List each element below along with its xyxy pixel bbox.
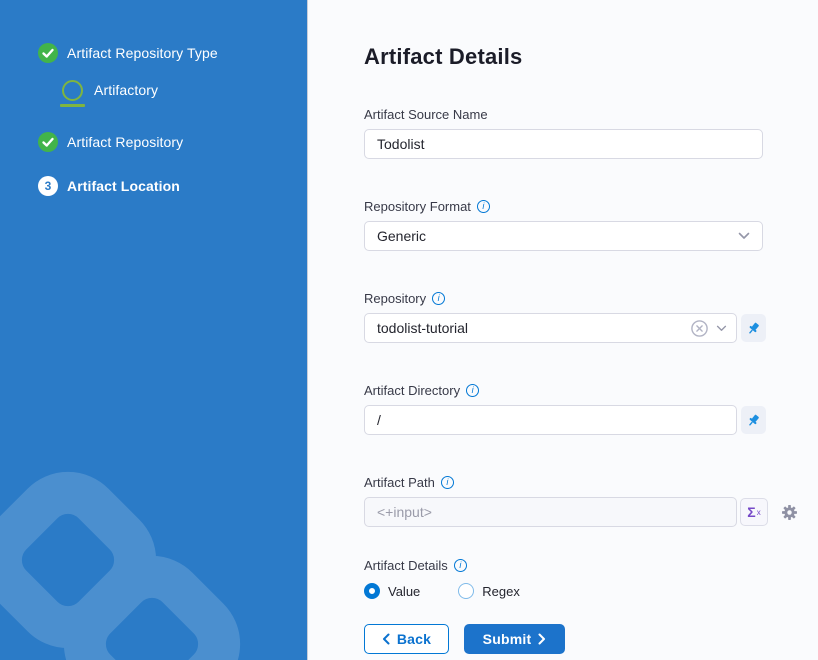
info-icon[interactable]: i (476, 200, 490, 213)
repository-input[interactable] (364, 313, 737, 343)
sidebar-step-artifact-repository-type[interactable]: Artifact Repository Type (38, 43, 218, 63)
field-repository: Repository i (364, 291, 818, 343)
info-icon[interactable]: i (466, 384, 480, 397)
field-label: Artifact Source Name (364, 107, 818, 122)
wizard-sidebar: Artifact Repository Type Artifactory Art… (0, 0, 308, 660)
settings-gear-button[interactable] (781, 504, 798, 521)
chevron-right-icon (538, 633, 546, 645)
info-icon[interactable]: i (432, 292, 446, 305)
artifact-path-input[interactable] (364, 497, 737, 527)
field-label: Artifact Path i (364, 475, 818, 490)
info-icon[interactable]: i (440, 476, 454, 489)
field-artifact-path: Artifact Path i Σx (364, 475, 818, 527)
info-icon[interactable]: i (453, 559, 467, 572)
field-label: Repository i (364, 291, 818, 306)
radio-unselected-icon (458, 583, 475, 599)
field-label-text: Artifact Source Name (364, 107, 488, 122)
radio-option-value[interactable]: Value (364, 583, 420, 599)
submit-button-label: Submit (482, 631, 532, 647)
chevron-down-icon[interactable] (716, 325, 727, 332)
field-label: Artifact Details i (364, 558, 818, 573)
sidebar-step-artifact-repository[interactable]: Artifact Repository (38, 132, 183, 152)
step-number-badge: 3 (38, 176, 58, 196)
gear-icon (782, 504, 797, 520)
pin-value-button[interactable] (741, 314, 766, 342)
chevron-down-icon (738, 232, 750, 239)
field-label-text: Artifact Directory (364, 383, 461, 398)
sigma-glyph: Σ (747, 504, 756, 520)
radio-selected-icon (364, 583, 380, 599)
field-artifact-details: Artifact Details i Value Regex (364, 558, 818, 599)
step-label: Artifact Location (67, 178, 180, 194)
pin-value-button[interactable] (741, 406, 766, 434)
step-complete-check-icon (38, 132, 58, 152)
field-label-text: Artifact Path (364, 475, 435, 490)
artifact-source-name-input[interactable] (364, 129, 763, 159)
sigma-sup: x (756, 507, 761, 517)
field-label-text: Repository (364, 291, 427, 306)
field-repository-format: Repository Format i Generic (364, 199, 818, 251)
artifact-details-radio-group: Value Regex (364, 583, 818, 599)
page-title: Artifact Details (364, 44, 523, 69)
wizard-footer-buttons: Back Submit (364, 624, 818, 654)
artifact-directory-input[interactable] (364, 405, 737, 435)
selected-value: Generic (377, 228, 427, 244)
sidebar-step-artifact-location[interactable]: 3 Artifact Location (38, 176, 180, 196)
repository-format-select[interactable]: Generic (364, 221, 763, 251)
radio-label: Regex (482, 583, 520, 599)
brand-watermark-logo (0, 471, 241, 660)
pin-icon (749, 414, 759, 426)
field-label: Artifact Directory i (364, 383, 818, 398)
artifactory-type-icon (59, 80, 85, 107)
clear-input-icon[interactable] (691, 319, 708, 337)
step-complete-check-icon (38, 43, 58, 63)
artifact-details-panel: Artifact Details Artifact Source Name Re… (309, 0, 818, 660)
submit-button[interactable]: Submit (464, 624, 565, 654)
radio-label: Value (388, 583, 421, 599)
radio-option-regex[interactable]: Regex (458, 583, 520, 599)
field-artifact-source-name: Artifact Source Name (364, 107, 818, 159)
sidebar-substep-artifactory[interactable]: Artifactory (59, 80, 158, 107)
field-artifact-directory: Artifact Directory i (364, 383, 818, 435)
substep-label: Artifactory (94, 81, 159, 98)
chevron-left-icon (382, 633, 390, 645)
back-button[interactable]: Back (364, 624, 449, 654)
field-label-text: Repository Format (364, 199, 471, 214)
step-label: Artifact Repository (67, 134, 184, 150)
back-button-label: Back (396, 631, 432, 647)
field-label: Repository Format i (364, 199, 818, 214)
pin-icon (749, 322, 759, 334)
step-label: Artifact Repository Type (67, 45, 218, 61)
field-label-text: Artifact Details (364, 558, 448, 573)
